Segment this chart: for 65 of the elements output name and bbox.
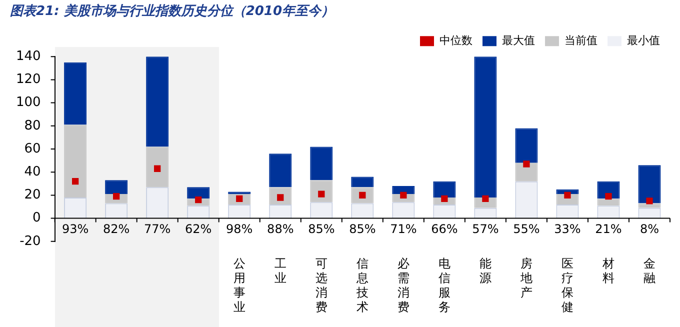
y-tick-label: 20 [24, 188, 41, 203]
bar [64, 124, 87, 198]
bar [433, 181, 456, 198]
point [441, 195, 448, 202]
bar [105, 180, 128, 194]
chart-title: 图表21: 美股市场与行业指数历史分位（2010年至今） [10, 3, 334, 20]
x-tick-label: 电信服务 [438, 256, 450, 314]
y-tick-label: -20 [20, 234, 41, 249]
y-tick-label: 0 [32, 210, 41, 226]
annotation: 85% [349, 222, 376, 236]
bar [597, 198, 620, 206]
annotation: 21% [595, 222, 622, 236]
bar [64, 62, 87, 125]
y-tick-label: 80 [24, 118, 41, 134]
x-tick-label: 金融 [643, 256, 656, 286]
x-tick-label: 公用事业 [233, 256, 246, 314]
legend-label: 当前值 [564, 34, 598, 47]
annotation: 33% [554, 222, 581, 236]
legend-label: 最小值 [627, 34, 660, 47]
annotation: 71% [390, 222, 417, 236]
bar [310, 146, 333, 180]
point [523, 160, 530, 168]
x-tick-label: 必需消费 [397, 256, 410, 314]
point [646, 198, 653, 204]
point [154, 165, 161, 172]
x-tick-label: 材料 [601, 256, 614, 286]
legend-label: 最大值 [502, 34, 535, 47]
annotation: 62% [185, 222, 212, 236]
annotation: 8% [640, 222, 660, 236]
annotation: 66% [431, 222, 458, 236]
x-tick-label: 信息技术 [355, 256, 368, 314]
annotation: 85% [308, 222, 335, 236]
bar [146, 56, 169, 147]
legend-label: 中位数 [440, 34, 472, 47]
bar [638, 165, 661, 204]
annotation: 93% [62, 222, 89, 236]
y-tick-label: 40 [24, 164, 41, 180]
bar [392, 186, 415, 194]
point [195, 196, 202, 204]
annotation: 57% [472, 222, 499, 236]
bar [515, 162, 538, 182]
y-tick-label: 100 [16, 95, 41, 110]
bar [146, 146, 169, 188]
point [605, 193, 612, 200]
y-tick-label: 120 [16, 72, 41, 88]
bar [515, 128, 538, 163]
y-tick-label: 140 [16, 48, 41, 64]
x-tick-label: 工业 [274, 256, 286, 286]
bar [474, 56, 497, 198]
annotation: 88% [267, 222, 294, 236]
bar [269, 154, 292, 188]
point [482, 195, 489, 202]
bar [187, 187, 210, 199]
point [564, 192, 571, 199]
annotation: 98% [226, 222, 253, 236]
point [72, 178, 79, 185]
annotation: 77% [144, 222, 171, 236]
x-tick-label: 能源 [479, 256, 492, 286]
bar [351, 176, 374, 188]
y-tick-label: 60 [24, 141, 41, 156]
x-tick-label: 医疗保健 [561, 256, 574, 314]
annotation: 55% [513, 222, 540, 236]
annotation: 82% [102, 222, 130, 236]
x-tick-label: 房地产 [519, 256, 532, 300]
x-tick-label: 可选消费 [315, 256, 328, 314]
